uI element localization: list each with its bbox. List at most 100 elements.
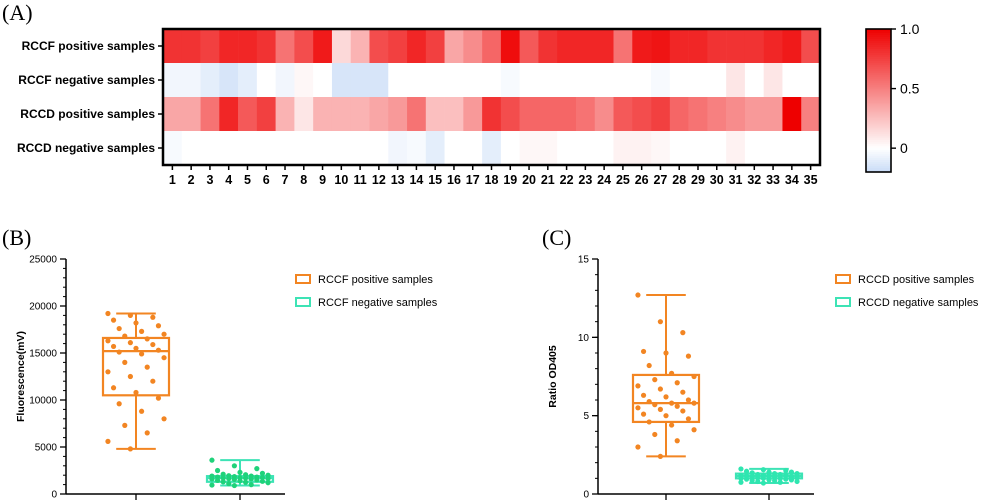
heatmap-cell — [651, 131, 671, 166]
colorbar-segment — [866, 128, 891, 131]
colorbar-segment — [866, 56, 891, 60]
data-point — [110, 317, 117, 323]
data-point — [663, 413, 669, 419]
heatmap-col-label: 12 — [372, 173, 386, 187]
data-point — [127, 373, 133, 380]
data-point — [110, 343, 117, 350]
data-point — [243, 475, 249, 481]
heatmap-cell — [782, 29, 802, 64]
data-point — [122, 359, 128, 365]
heatmap-cell — [219, 131, 239, 166]
heatmap-cell — [782, 131, 802, 166]
data-point — [783, 467, 789, 474]
colorbar-segment — [866, 106, 891, 109]
data-point — [150, 314, 156, 320]
heatmap-cell — [163, 63, 183, 98]
colorbar-segment — [866, 32, 891, 36]
colorbar-frame — [865, 28, 892, 173]
heatmap-cell — [669, 63, 689, 98]
heatmap-cell — [763, 63, 783, 98]
colorbar-segment — [866, 86, 891, 89]
heatmap-cell — [557, 63, 577, 98]
data-point — [105, 338, 111, 344]
data-point — [749, 474, 755, 480]
colorbar-segment — [866, 84, 891, 87]
heatmap-cell — [331, 63, 352, 98]
heatmap-cell — [613, 131, 633, 166]
heatmap-cell — [519, 131, 539, 166]
colorbar-segment — [866, 50, 891, 54]
colorbar-segment — [866, 164, 891, 167]
data-point — [127, 446, 133, 452]
heatmap-cell — [388, 29, 408, 64]
data-point — [265, 475, 271, 482]
heatmap-cell — [500, 29, 520, 64]
heatmap-col-label: 1 — [169, 173, 176, 187]
heatmap-cell — [425, 63, 445, 98]
heatmap-cell — [388, 131, 408, 166]
heatmap-col-label: 31 — [729, 173, 743, 187]
colorbar-segment — [866, 40, 891, 44]
colorbar-segment — [866, 38, 891, 42]
heatmap-cell — [688, 97, 708, 132]
panel-label-a: (A) — [2, 0, 33, 25]
box-iqr — [101, 336, 171, 397]
heatmap-cell — [669, 97, 689, 132]
heatmap-cell — [181, 97, 201, 132]
data-point — [139, 408, 145, 414]
data-point — [640, 348, 647, 355]
data-point — [220, 479, 226, 485]
data-point — [254, 466, 260, 472]
heatmap-cell — [238, 63, 258, 98]
data-point — [155, 323, 162, 329]
heatmap-col-label: 27 — [653, 173, 667, 187]
data-point — [669, 400, 675, 406]
colorbar-segment — [866, 146, 891, 149]
box-plot-rccd: 0 5 10 15 Ratio OD405 RCCD positive samples RC… — [547, 255, 979, 501]
heatmap-cell — [538, 63, 558, 98]
data-point — [635, 292, 641, 298]
colorbar-segment — [866, 166, 891, 169]
heatmap-cell — [707, 97, 727, 132]
heatmap-cell — [219, 97, 239, 132]
colorbar-segment — [866, 96, 891, 99]
data-point — [133, 320, 139, 326]
data-point — [772, 474, 778, 480]
heatmap-cell — [219, 29, 239, 64]
heatmap-cell — [594, 97, 614, 132]
colorbar-segment — [866, 36, 891, 40]
colorbar-segment — [866, 150, 891, 153]
data-point — [214, 467, 221, 474]
heatmap-cell — [200, 97, 220, 132]
colorbar-segment — [866, 148, 891, 151]
heatmap-cell — [594, 131, 614, 166]
colorbar-segment — [866, 54, 891, 58]
legend-label: RCCD positive samples — [858, 274, 975, 286]
heatmap-cell — [350, 29, 370, 64]
heatmap-cell — [238, 29, 258, 64]
colorbar-segment — [866, 144, 891, 147]
data-point — [652, 402, 658, 408]
heatmap-cell — [350, 63, 370, 98]
heatmap-cell — [444, 63, 464, 98]
heatmap-cell — [407, 29, 427, 64]
colorbar-segment — [866, 136, 891, 139]
heatmap-cell — [688, 63, 708, 98]
colorbar-segment — [866, 156, 891, 159]
data-point — [243, 479, 249, 485]
y-tick-label: 5000 — [35, 443, 58, 454]
data-point — [161, 331, 167, 337]
colorbar-segment — [866, 110, 891, 113]
colorbar-segment — [866, 46, 891, 50]
heatmap-cell — [613, 97, 633, 132]
heatmap-cell — [350, 131, 370, 166]
heatmap-cell — [632, 97, 652, 132]
heatmap-cell — [331, 97, 352, 132]
heatmap-cell — [688, 29, 708, 64]
data-point — [680, 330, 686, 336]
data-point — [760, 480, 766, 486]
colorbar-segment — [866, 130, 891, 133]
heatmap-cell — [294, 63, 314, 98]
data-point — [674, 438, 680, 444]
heatmap-cell — [463, 63, 483, 98]
